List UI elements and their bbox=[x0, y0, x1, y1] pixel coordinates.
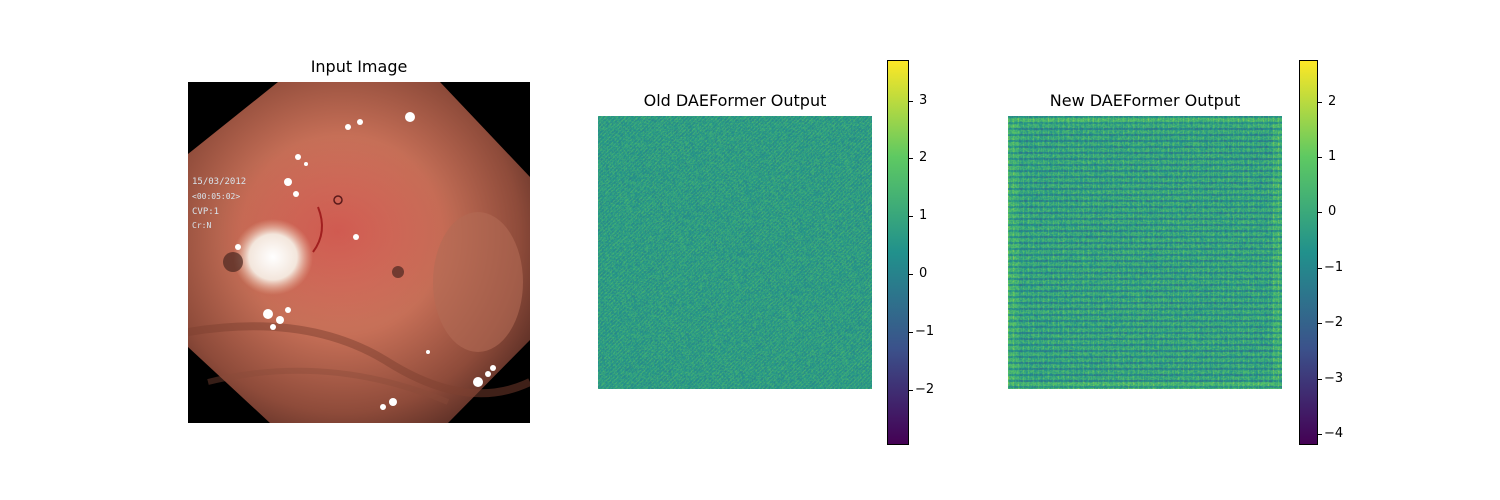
old-colorbar-ticks: 3 2 1 0 −1 −2 bbox=[909, 60, 949, 445]
new-tick-mark bbox=[1318, 267, 1322, 269]
new-tick-label: −3 bbox=[1324, 370, 1344, 386]
old-tick-label: −2 bbox=[915, 382, 935, 397]
old-output-heatmap bbox=[598, 116, 872, 389]
input-image-title: Input Image bbox=[310, 57, 408, 76]
new-output-title: New DAEFormer Output bbox=[1049, 91, 1241, 110]
old-tick-label: 1 bbox=[919, 208, 928, 224]
old-tick-mark bbox=[909, 332, 913, 334]
new-tick-mark bbox=[1318, 101, 1322, 103]
new-tick-label: 2 bbox=[1328, 93, 1337, 109]
old-tick-label: 0 bbox=[919, 266, 928, 282]
new-colorbar bbox=[1299, 60, 1318, 445]
old-tick-mark bbox=[909, 216, 913, 218]
old-colorbar bbox=[887, 60, 909, 445]
new-tick-mark bbox=[1318, 378, 1322, 380]
old-tick-mark bbox=[909, 274, 913, 276]
overlay-cr: Cr:N bbox=[192, 221, 212, 230]
new-tick-mark bbox=[1318, 212, 1322, 214]
overlay-cvp: CVP:1 bbox=[192, 207, 220, 217]
old-tick-mark bbox=[909, 100, 913, 102]
old-tick-mark bbox=[909, 158, 913, 160]
old-tick-label: 2 bbox=[919, 150, 928, 166]
new-output-heatmap bbox=[1008, 116, 1282, 389]
new-tick-label: 1 bbox=[1328, 148, 1337, 164]
old-output-title: Old DAEFormer Output bbox=[643, 91, 827, 110]
new-tick-label: 0 bbox=[1328, 204, 1337, 220]
old-tick-mark bbox=[909, 390, 913, 391]
old-tick-label: 3 bbox=[919, 92, 928, 108]
new-tick-mark bbox=[1318, 433, 1322, 435]
new-tick-label: −4 bbox=[1324, 425, 1344, 441]
overlay-time: <00:05:02> bbox=[192, 192, 241, 201]
new-tick-label: −1 bbox=[1324, 259, 1344, 275]
new-colorbar-ticks: 2 1 0 −1 −2 −3 −4 bbox=[1318, 60, 1358, 445]
new-tick-mark bbox=[1318, 156, 1322, 158]
overlay-date: 15/03/2012 bbox=[192, 177, 247, 187]
new-tick-mark bbox=[1318, 323, 1322, 325]
old-tick-label: −1 bbox=[915, 324, 935, 340]
new-tick-label: −2 bbox=[1324, 315, 1344, 331]
input-image: 15/03/2012 <00:05:02> CVP:1 Cr:N bbox=[188, 82, 530, 423]
